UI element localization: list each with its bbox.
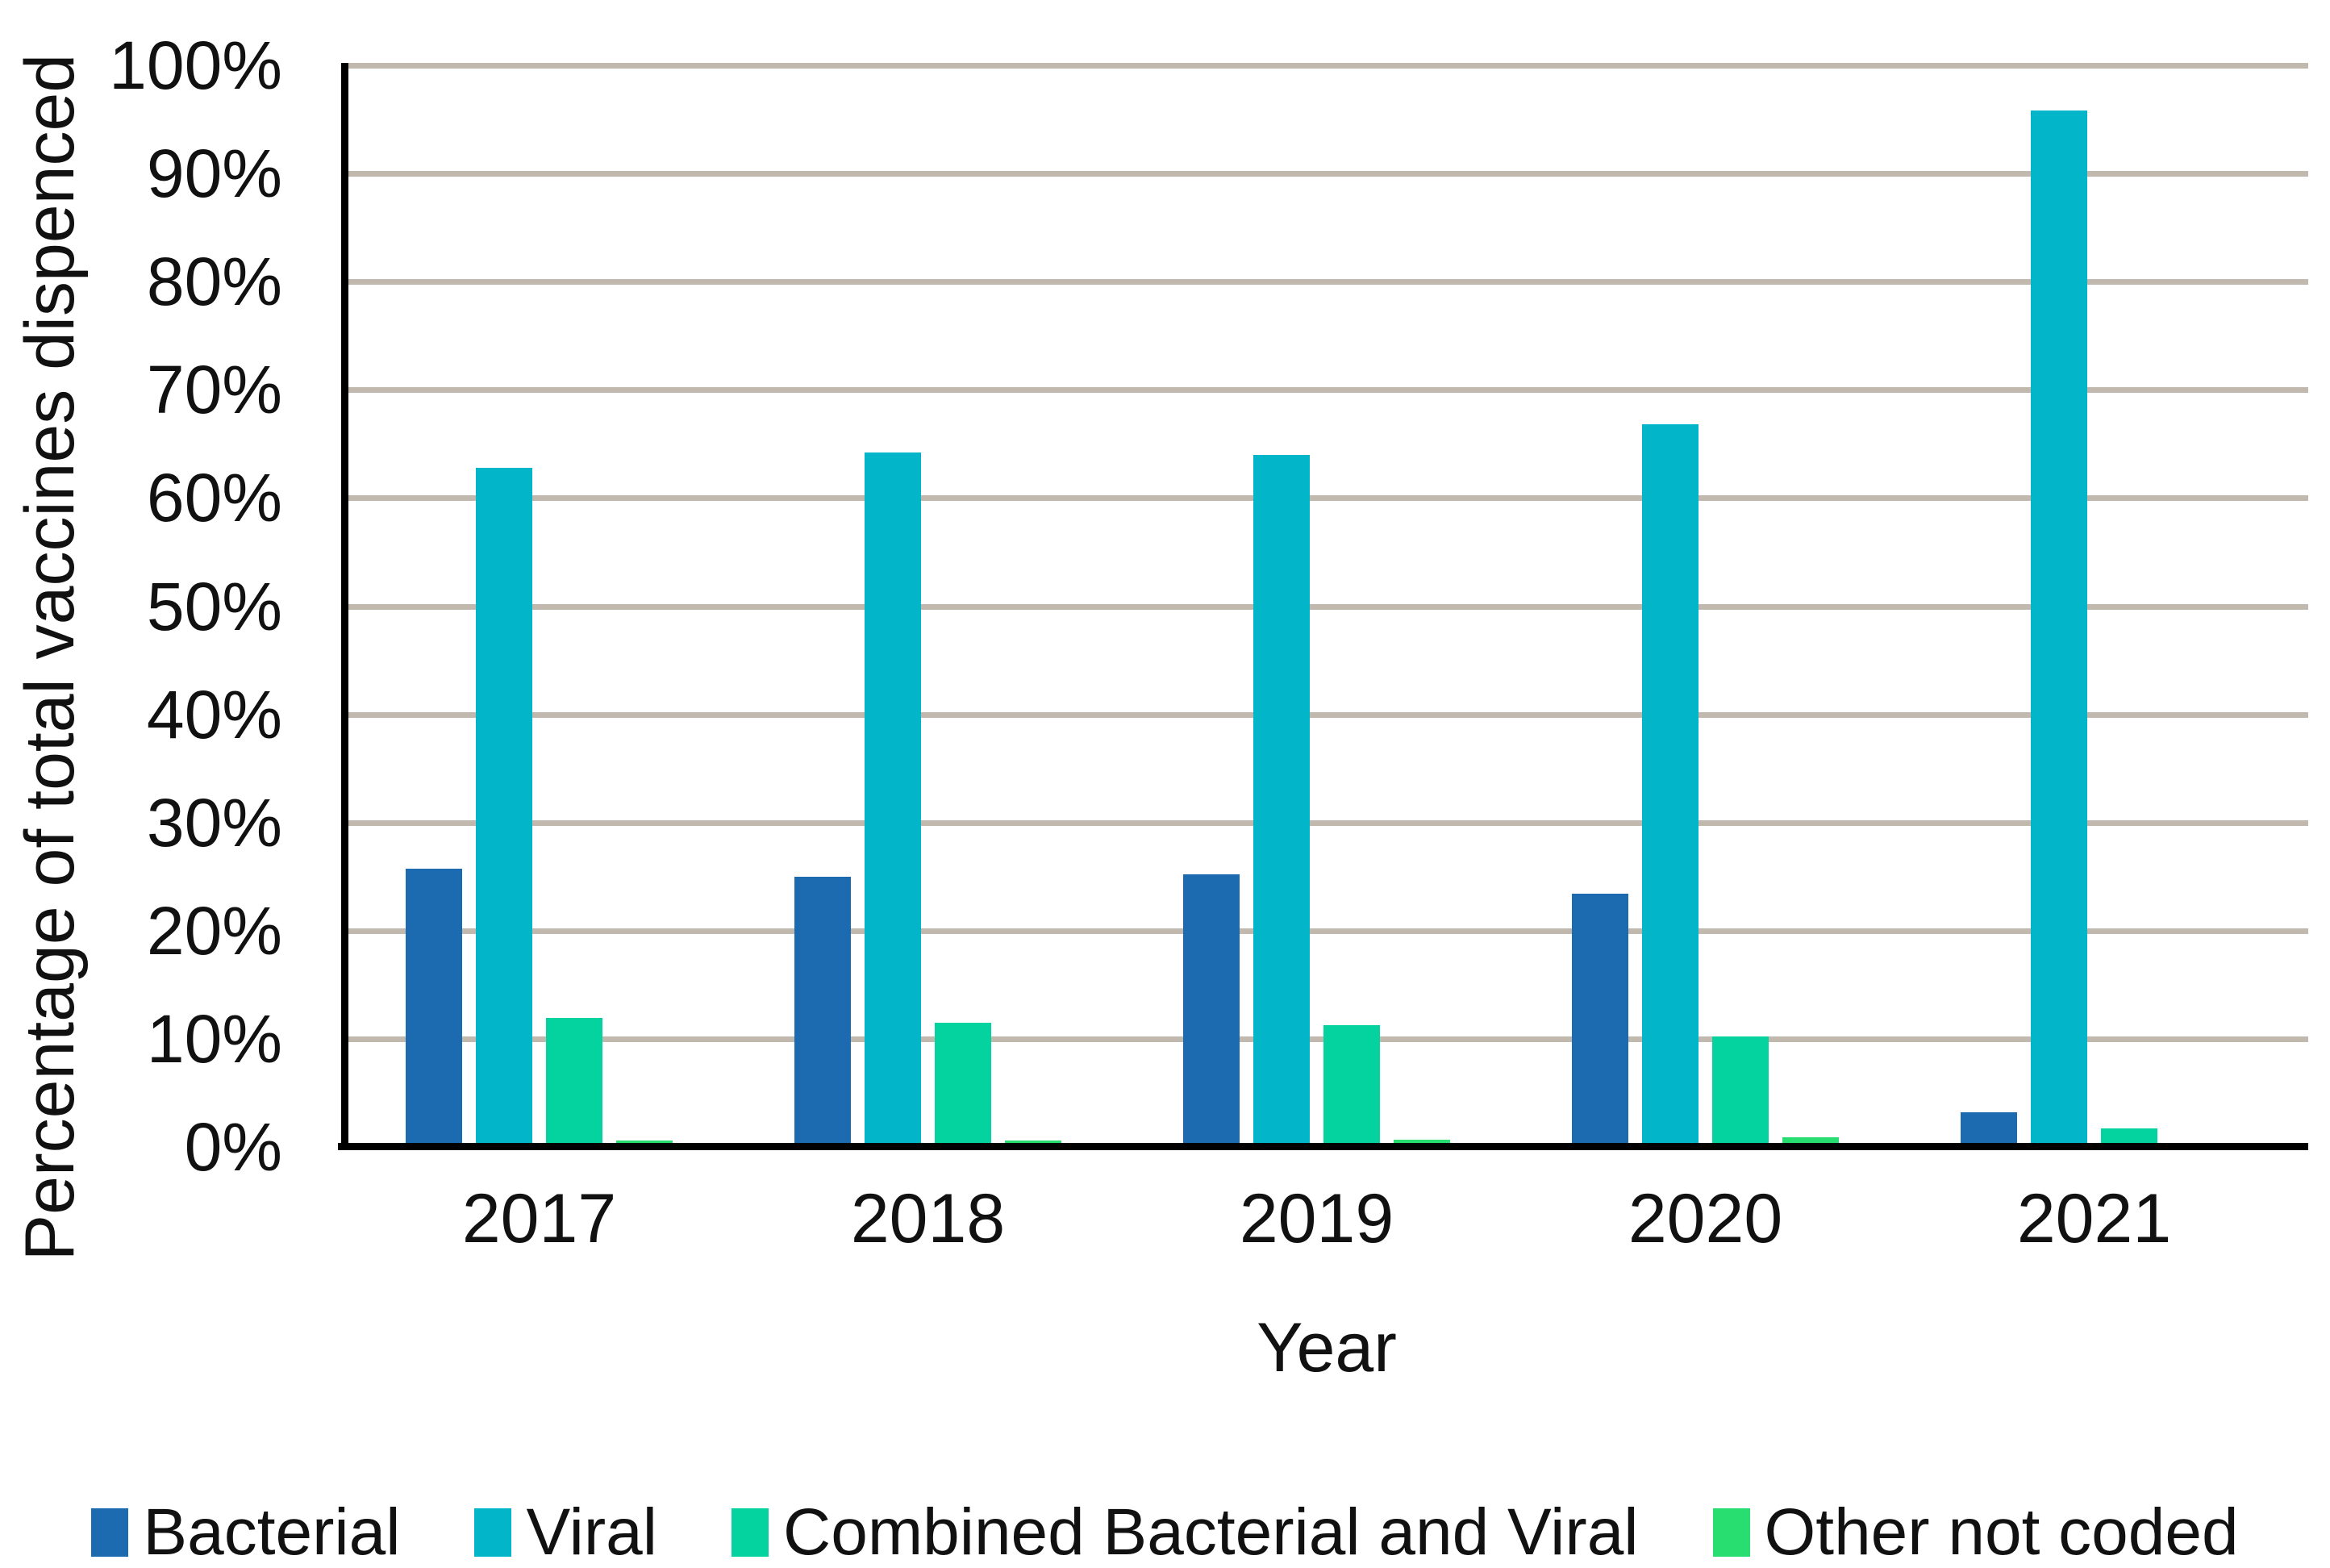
legend-item-combined-bacterial-and-viral: Combined Bacterial and Viral xyxy=(732,1494,1639,1568)
bar-viral-2020 xyxy=(1642,424,1699,1144)
x-tick-label-2021: 2021 xyxy=(2016,1180,2172,1257)
bar-other-not-coded-2019 xyxy=(1394,1139,1450,1144)
bar-combined-bacterial-and-viral-2018 xyxy=(935,1022,991,1144)
y-axis-line xyxy=(341,63,348,1150)
gridline xyxy=(345,387,2308,394)
y-tick-label: 30% xyxy=(146,784,282,861)
y-axis-title: Percentage of total vaccines dispenced xyxy=(11,53,89,1261)
bar-other-not-coded-2020 xyxy=(1782,1136,1839,1144)
y-tick-label: 40% xyxy=(146,676,282,753)
gridline xyxy=(345,603,2308,610)
y-tick-label: 100% xyxy=(109,27,282,103)
legend-swatch xyxy=(732,1508,769,1557)
legend-item-viral: Viral xyxy=(474,1494,657,1568)
bar-bacterial-2019 xyxy=(1183,874,1240,1144)
gridline xyxy=(345,279,2308,286)
gridline xyxy=(345,819,2308,826)
legend-label: Viral xyxy=(526,1495,657,1568)
legend-swatch xyxy=(474,1508,512,1557)
legend-item-other-not-coded: Other not coded xyxy=(1712,1494,2239,1568)
legend: Bacterial Viral Combined Bacterial and Vir… xyxy=(0,1494,2330,1568)
gridline xyxy=(345,711,2308,718)
bar-other-not-coded-2018 xyxy=(1005,1140,1061,1144)
plot-area xyxy=(338,63,2308,1150)
legend-swatch xyxy=(91,1508,129,1557)
gridline xyxy=(345,928,2308,934)
x-tick-label-2020: 2020 xyxy=(1628,1180,1783,1257)
legend-item-bacterial: Bacterial xyxy=(91,1494,400,1568)
gridline xyxy=(345,63,2308,69)
bar-viral-2018 xyxy=(865,452,921,1144)
bar-combined-bacterial-and-viral-2019 xyxy=(1323,1024,1380,1144)
bar-viral-2019 xyxy=(1253,454,1310,1144)
y-tick-label: 90% xyxy=(146,136,282,212)
x-tick-label-2018: 2018 xyxy=(850,1180,1006,1257)
bar-viral-2021 xyxy=(2031,111,2087,1144)
y-tick-label: 20% xyxy=(146,892,282,969)
x-axis-title: Year xyxy=(1257,1309,1397,1387)
bar-bacterial-2017 xyxy=(406,869,462,1144)
bar-other-not-coded-2017 xyxy=(616,1140,673,1144)
y-tick-label: 50% xyxy=(146,568,282,644)
x-axis-line xyxy=(338,1143,2308,1150)
y-tick-label: 10% xyxy=(146,1000,282,1077)
legend-label: Combined Bacterial and Viral xyxy=(783,1495,1639,1568)
x-tick-label-2019: 2019 xyxy=(1239,1180,1394,1257)
bar-bacterial-2020 xyxy=(1572,894,1628,1144)
gridline xyxy=(345,495,2308,502)
y-tick-label: 80% xyxy=(146,244,282,320)
bar-combined-bacterial-and-viral-2021 xyxy=(2101,1128,2157,1144)
bar-bacterial-2021 xyxy=(1961,1112,2017,1144)
y-tick-label: 60% xyxy=(146,460,282,536)
x-tick-label-2017: 2017 xyxy=(461,1180,617,1257)
bar-combined-bacterial-and-viral-2017 xyxy=(546,1018,602,1144)
y-tick-label: 70% xyxy=(146,352,282,428)
bar-viral-2017 xyxy=(476,467,532,1144)
y-tick-label: 0% xyxy=(184,1109,282,1185)
legend-label: Bacterial xyxy=(143,1495,401,1568)
legend-swatch xyxy=(1712,1508,1750,1557)
bar-combined-bacterial-and-viral-2020 xyxy=(1712,1036,1769,1144)
gridline xyxy=(345,171,2308,177)
bar-bacterial-2018 xyxy=(794,876,851,1144)
legend-label: Other not coded xyxy=(1764,1495,2239,1568)
